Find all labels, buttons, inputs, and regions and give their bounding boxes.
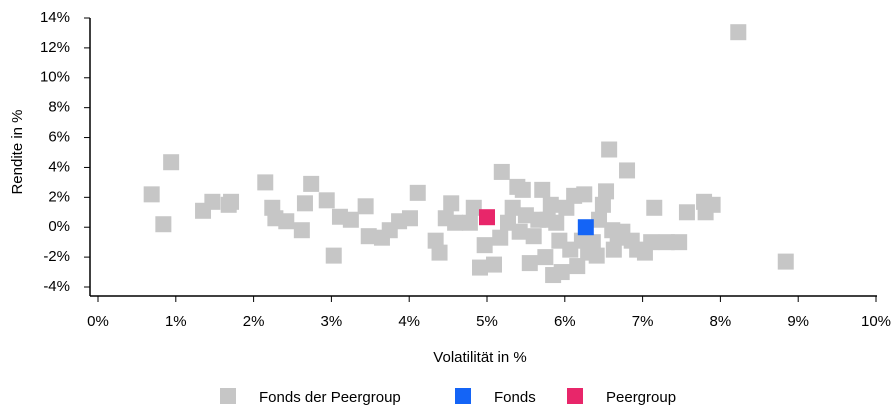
point [401, 210, 418, 227]
point [479, 209, 495, 226]
point [257, 174, 274, 191]
point [155, 216, 172, 233]
point [471, 259, 488, 276]
y-tick-label: -2% [43, 248, 70, 265]
point [594, 196, 611, 213]
x-tick-label: 1% [165, 313, 187, 330]
x-tick-label: 8% [710, 313, 732, 330]
point [486, 256, 503, 273]
y-axis-title: Rendite in % [9, 109, 26, 194]
point [517, 207, 534, 224]
point [730, 24, 747, 41]
y-tick-label: 12% [40, 39, 70, 56]
x-tick-label: 4% [398, 313, 420, 330]
y-tick-label: -4% [43, 278, 70, 295]
point [325, 247, 342, 264]
point [678, 204, 695, 221]
x-tick-label: 10% [861, 313, 891, 330]
y-tick-label: 6% [48, 129, 70, 146]
point [553, 264, 570, 281]
point [318, 192, 335, 209]
point [646, 199, 663, 216]
point [542, 196, 559, 213]
point [534, 181, 551, 198]
x-tick-label: 2% [243, 313, 265, 330]
point [492, 229, 509, 246]
legend-swatch [455, 388, 471, 404]
point [303, 175, 320, 192]
y-tick-label: 4% [48, 158, 70, 175]
legend-label: Fonds [494, 389, 536, 406]
point [576, 186, 593, 203]
x-tick-label: 3% [321, 313, 343, 330]
point [577, 219, 594, 236]
point [601, 141, 618, 158]
point [521, 255, 538, 272]
point [223, 193, 240, 210]
point [476, 237, 493, 254]
x-tick-label: 9% [787, 313, 809, 330]
point [584, 234, 601, 251]
point [409, 184, 426, 201]
point [357, 198, 374, 215]
point [643, 234, 660, 251]
x-tick-label: 5% [476, 313, 498, 330]
point [431, 244, 448, 261]
point [143, 186, 160, 203]
point [671, 234, 688, 251]
legend-label: Fonds der Peergroup [259, 389, 401, 406]
y-tick-label: 0% [48, 218, 70, 235]
y-tick-label: 10% [40, 69, 70, 86]
point [598, 183, 615, 200]
x-tick-label: 0% [87, 313, 109, 330]
legend-swatch [567, 388, 583, 404]
point [588, 247, 605, 264]
point [525, 228, 542, 245]
point [447, 214, 464, 231]
x-tick-label: 6% [554, 313, 576, 330]
point [360, 228, 377, 245]
y-tick-label: 2% [48, 188, 70, 205]
point [493, 163, 510, 180]
y-tick-label: 8% [48, 99, 70, 116]
point [461, 214, 478, 231]
point [296, 195, 313, 212]
point [658, 234, 675, 251]
point [548, 214, 565, 231]
x-axis-title: Volatilität in % [433, 349, 526, 366]
point [504, 199, 521, 216]
point [443, 195, 460, 212]
point [278, 213, 295, 230]
point [204, 193, 221, 210]
point [591, 211, 608, 228]
point [511, 223, 528, 240]
point [777, 253, 794, 270]
legend-label: Peergroup [606, 389, 676, 406]
point [619, 162, 636, 179]
point [704, 196, 721, 213]
point [514, 181, 531, 198]
legend-swatch [220, 388, 236, 404]
y-tick-label: 14% [40, 9, 70, 26]
x-tick-label: 7% [632, 313, 654, 330]
point [163, 154, 180, 171]
point [537, 249, 554, 266]
point [465, 199, 482, 216]
point [569, 258, 586, 275]
point [293, 222, 310, 239]
point [342, 211, 359, 228]
